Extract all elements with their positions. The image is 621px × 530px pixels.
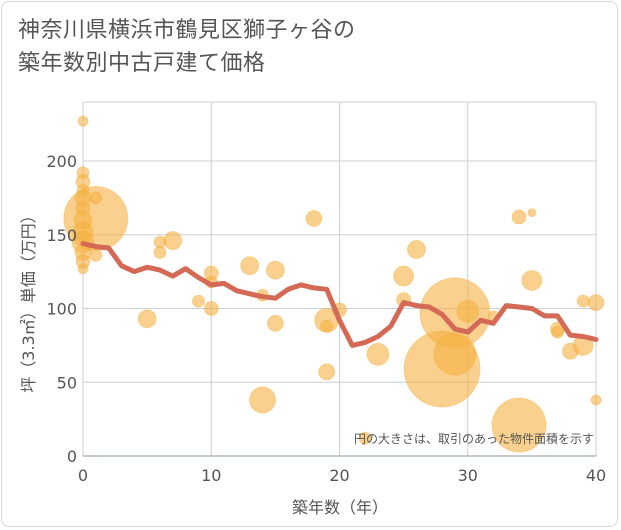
data-bubble bbox=[191, 294, 205, 308]
data-bubble bbox=[318, 363, 336, 381]
x-tick-label: 40 bbox=[586, 466, 606, 485]
data-bubble bbox=[551, 325, 565, 339]
y-tick-label: 150 bbox=[46, 226, 77, 245]
data-bubble bbox=[527, 208, 537, 218]
data-bubble bbox=[305, 210, 323, 228]
data-bubble bbox=[456, 299, 480, 323]
chart-title: 神奈川県横浜市鶴見区獅子ヶ谷の 築年数別中古戸建て価格 bbox=[18, 14, 578, 80]
y-tick-labels: 0 50 100 150 200 bbox=[46, 152, 77, 466]
data-bubble bbox=[77, 115, 89, 127]
data-bubble bbox=[137, 309, 157, 329]
size-note: 円の大きさは、取引のあった物件面積を示す bbox=[354, 431, 594, 446]
data-bubble bbox=[358, 431, 372, 445]
data-bubble bbox=[203, 301, 219, 316]
data-bubble bbox=[77, 263, 89, 275]
data-bubble bbox=[265, 260, 285, 280]
x-tick-labels: 0 10 20 30 40 bbox=[78, 466, 606, 485]
data-bubble bbox=[320, 319, 334, 333]
y-tick-label: 200 bbox=[46, 152, 77, 171]
bubble-layer bbox=[63, 115, 605, 453]
data-bubble bbox=[366, 342, 390, 366]
data-bubble bbox=[393, 265, 415, 287]
data-bubble bbox=[590, 394, 602, 406]
data-bubble bbox=[587, 294, 605, 312]
data-bubble bbox=[163, 231, 183, 251]
data-bubble bbox=[266, 314, 284, 332]
x-tick-label: 30 bbox=[458, 466, 478, 485]
data-bubble bbox=[491, 397, 547, 453]
data-bubble bbox=[89, 248, 103, 262]
data-bubble bbox=[433, 332, 477, 376]
y-tick-label: 50 bbox=[57, 373, 77, 392]
trend-line bbox=[80, 241, 599, 348]
y-tick-label: 100 bbox=[46, 300, 77, 319]
y-axis-label: 坪（3.3㎡）単価（万円） bbox=[19, 207, 38, 392]
x-tick-label: 0 bbox=[78, 466, 88, 485]
title-line-1: 神奈川県横浜市鶴見区獅子ヶ谷の bbox=[18, 18, 356, 43]
x-tick-label: 10 bbox=[201, 466, 221, 485]
data-bubble bbox=[240, 256, 260, 276]
data-bubble bbox=[249, 386, 277, 414]
data-bubble bbox=[89, 191, 103, 205]
x-axis-label: 築年数（年） bbox=[292, 498, 388, 517]
data-bubble bbox=[521, 269, 543, 291]
data-bubble bbox=[511, 209, 527, 225]
x-tick-label: 20 bbox=[329, 466, 349, 485]
data-bubble bbox=[576, 294, 590, 308]
title-line-2: 築年数別中古戸建て価格 bbox=[18, 51, 266, 76]
data-bubble bbox=[406, 240, 426, 259]
data-bubble bbox=[153, 245, 167, 259]
y-tick-label: 0 bbox=[67, 447, 77, 466]
